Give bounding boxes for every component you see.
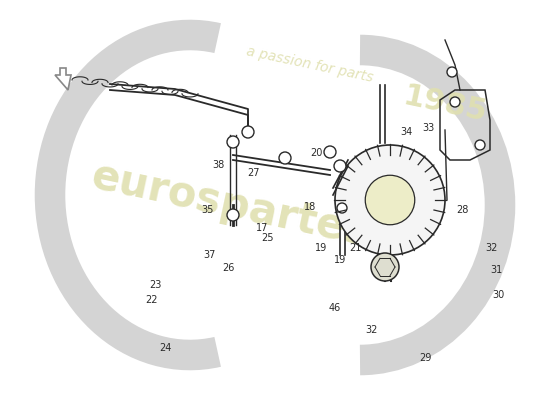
Text: 32: 32: [366, 325, 378, 335]
Text: 34: 34: [400, 127, 412, 137]
Text: 23: 23: [149, 280, 161, 290]
Text: 31: 31: [490, 265, 502, 275]
Text: 27: 27: [247, 168, 259, 178]
Text: 28: 28: [456, 205, 468, 215]
Text: 22: 22: [146, 295, 158, 305]
Circle shape: [371, 253, 399, 281]
Text: eurospartes: eurospartes: [87, 155, 373, 255]
Text: 32: 32: [486, 243, 498, 253]
Text: 24: 24: [159, 343, 171, 353]
Circle shape: [334, 160, 346, 172]
Circle shape: [279, 152, 291, 164]
Text: 46: 46: [329, 303, 341, 313]
Circle shape: [335, 145, 445, 255]
Circle shape: [227, 136, 239, 148]
Text: 1985: 1985: [400, 82, 490, 128]
Text: 18: 18: [304, 202, 316, 212]
Text: 30: 30: [492, 290, 504, 300]
Text: 35: 35: [202, 205, 214, 215]
Text: 21: 21: [349, 243, 361, 253]
Circle shape: [227, 209, 239, 221]
Text: 33: 33: [422, 123, 434, 133]
Circle shape: [337, 203, 347, 213]
Text: 17: 17: [256, 223, 268, 233]
Text: 20: 20: [310, 148, 322, 158]
Text: 25: 25: [262, 233, 274, 243]
Circle shape: [242, 126, 254, 138]
Text: 37: 37: [204, 250, 216, 260]
Circle shape: [475, 140, 485, 150]
Text: 19: 19: [334, 255, 346, 265]
Text: 19: 19: [315, 243, 327, 253]
Text: 26: 26: [222, 263, 234, 273]
Text: 29: 29: [419, 353, 431, 363]
Text: a passion for parts: a passion for parts: [245, 45, 375, 85]
Circle shape: [365, 175, 415, 225]
Circle shape: [450, 97, 460, 107]
Circle shape: [447, 67, 457, 77]
Text: 38: 38: [212, 160, 224, 170]
Circle shape: [324, 146, 336, 158]
